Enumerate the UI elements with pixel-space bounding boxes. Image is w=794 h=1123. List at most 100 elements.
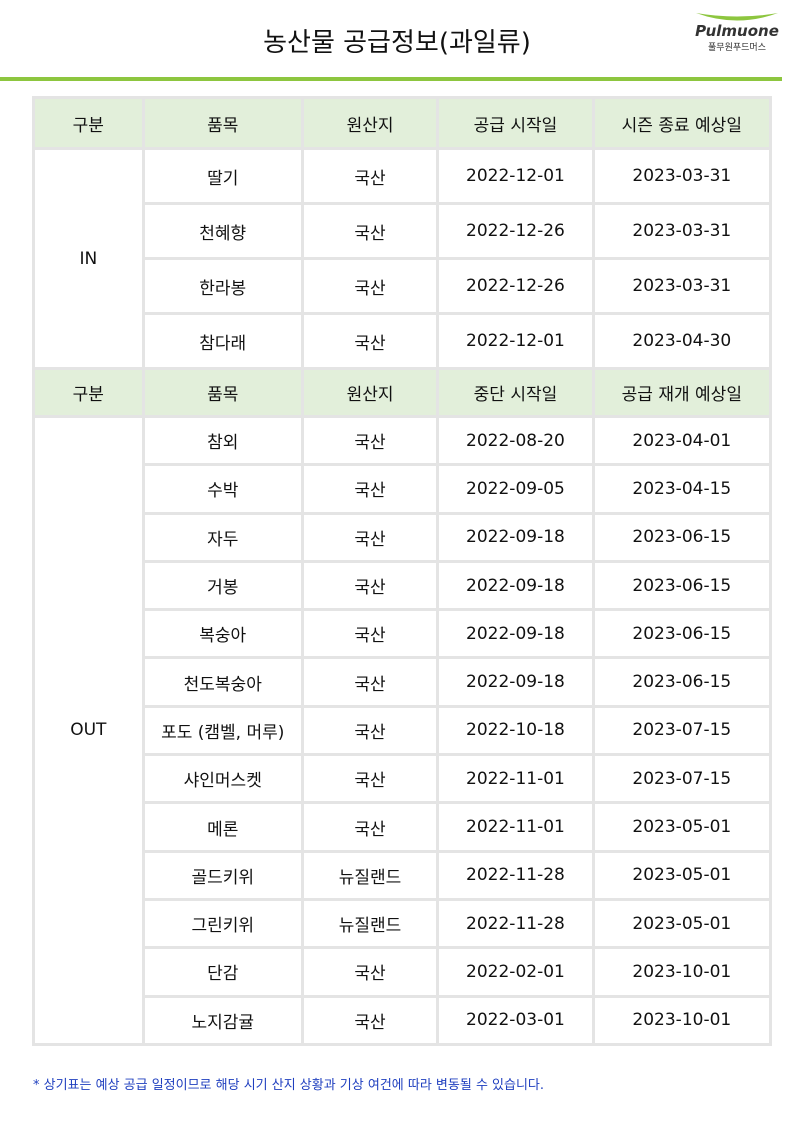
table-row: 참다래 국산 2022-12-01 2023-04-30	[34, 312, 773, 370]
origin-cell: 국산	[300, 147, 440, 205]
column-header: 시즌 종료 예상일	[591, 96, 773, 150]
table-row: 샤인머스켓 국산 2022-11-01 2023-07-15	[34, 753, 773, 805]
item-cell: 노지감귤	[141, 994, 304, 1046]
end-date-cell: 2023-05-01	[591, 897, 773, 950]
start-date-cell: 2022-11-01	[436, 753, 595, 805]
end-date-cell: 2023-03-31	[591, 147, 773, 205]
table-row: 골드키위 뉴질랜드 2022-11-28 2023-05-01	[34, 849, 773, 901]
origin-cell: 국산	[300, 463, 440, 515]
start-date-cell: 2022-09-05	[436, 463, 595, 515]
end-date-cell: 2023-04-01	[591, 414, 773, 467]
item-cell: 참외	[141, 414, 304, 467]
table-row: 거봉 국산 2022-09-18 2023-06-15	[34, 559, 773, 612]
item-cell: 한라봉	[141, 257, 304, 315]
item-cell: 천혜향	[141, 202, 304, 260]
start-date-cell: 2022-11-28	[436, 849, 595, 901]
page-title: 농산물 공급정보(과일류)	[263, 28, 531, 58]
item-cell: 단감	[141, 946, 304, 998]
origin-cell: 국산	[300, 946, 440, 998]
table-row: 노지감귤 국산 2022-03-01 2023-10-01	[34, 994, 773, 1046]
table-row: 천혜향 국산 2022-12-26 2023-03-31	[34, 202, 773, 260]
origin-cell: 국산	[300, 202, 440, 260]
origin-cell: 국산	[300, 994, 440, 1046]
start-date-cell: 2022-03-01	[436, 994, 595, 1046]
table-row: IN 딸기 국산 2022-12-01 2023-03-31	[32, 147, 773, 370]
column-header: 원산지	[300, 96, 440, 150]
start-date-cell: 2022-12-01	[436, 312, 595, 370]
start-date-cell: 2022-12-26	[436, 202, 595, 260]
item-cell: 천도복숭아	[141, 656, 304, 708]
column-header: 공급 시작일	[436, 96, 595, 150]
table-row: 복숭아 국산 2022-09-18 2023-06-15	[34, 608, 773, 660]
origin-cell: 뉴질랜드	[300, 849, 440, 901]
end-date-cell: 2023-03-31	[591, 202, 773, 260]
item-cell: 샤인머스켓	[141, 753, 304, 805]
end-date-cell: 2023-05-01	[591, 849, 773, 901]
table-row: 천도복숭아 국산 2022-09-18 2023-06-15	[34, 656, 773, 708]
item-cell: 복숭아	[141, 608, 304, 660]
end-date-cell: 2023-06-15	[591, 511, 773, 563]
end-date-cell: 2023-07-15	[591, 704, 773, 757]
column-header: 구분	[32, 96, 145, 150]
table-row: 포도 (캠벨, 머루) 국산 2022-10-18 2023-07-15	[34, 704, 773, 757]
start-date-cell: 2022-09-18	[436, 656, 595, 708]
footnote: * 상기표는 예상 공급 일정이므로 해당 시기 산지 상황과 기상 여건에 따…	[33, 1078, 545, 1093]
table-row: OUT 참외 국산 2022-08-20 2023-04-01	[32, 414, 773, 1046]
item-cell: 메론	[141, 801, 304, 853]
logo-arc-icon	[696, 13, 778, 21]
end-date-cell: 2023-04-30	[591, 312, 773, 370]
end-date-cell: 2023-10-01	[591, 946, 773, 998]
table-row: 한라봉 국산 2022-12-26 2023-03-31	[34, 257, 773, 315]
end-date-cell: 2023-07-15	[591, 753, 773, 805]
item-cell: 딸기	[141, 147, 304, 205]
origin-cell: 국산	[300, 608, 440, 660]
pulmuone-logo: Pulmuone 풀무원푸드머스	[692, 10, 782, 53]
origin-cell: 국산	[300, 656, 440, 708]
table-row: 자두 국산 2022-09-18 2023-06-15	[34, 511, 773, 563]
item-cell: 골드키위	[141, 849, 304, 901]
header-row: 구분 품목 원산지 공급 시작일 시즌 종료 예상일	[32, 96, 773, 150]
table-row: 메론 국산 2022-11-01 2023-05-01	[34, 801, 773, 853]
item-cell: 참다래	[141, 312, 304, 370]
end-date-cell: 2023-06-15	[591, 656, 773, 708]
end-date-cell: 2023-04-15	[591, 463, 773, 515]
item-cell: 자두	[141, 511, 304, 563]
origin-cell: 국산	[300, 753, 440, 805]
item-cell: 포도 (캠벨, 머루)	[141, 704, 304, 757]
table-row: 그린키위 뉴질랜드 2022-11-28 2023-05-01	[34, 897, 773, 950]
table-row: 수박 국산 2022-09-05 2023-04-15	[34, 463, 773, 515]
start-date-cell: 2022-02-01	[436, 946, 595, 998]
item-cell: 수박	[141, 463, 304, 515]
header-divider	[0, 77, 782, 81]
origin-cell: 국산	[300, 312, 440, 370]
origin-cell: 국산	[300, 414, 440, 467]
column-header: 공급 재개 예상일	[591, 367, 773, 418]
start-date-cell: 2022-11-28	[436, 897, 595, 950]
start-date-cell: 2022-12-01	[436, 147, 595, 205]
header-row: 구분 품목 원산지 중단 시작일 공급 재개 예상일	[32, 367, 773, 418]
origin-cell: 뉴질랜드	[300, 897, 440, 950]
start-date-cell: 2022-12-26	[436, 257, 595, 315]
start-date-cell: 2022-09-18	[436, 559, 595, 612]
start-date-cell: 2022-08-20	[436, 414, 595, 467]
start-date-cell: 2022-10-18	[436, 704, 595, 757]
table-row: 단감 국산 2022-02-01 2023-10-01	[34, 946, 773, 998]
start-date-cell: 2022-09-18	[436, 511, 595, 563]
end-date-cell: 2023-05-01	[591, 801, 773, 853]
origin-cell: 국산	[300, 559, 440, 612]
origin-cell: 국산	[300, 511, 440, 563]
end-date-cell: 2023-03-31	[591, 257, 773, 315]
supply-table: 구분 품목 원산지 공급 시작일 시즌 종료 예상일 IN 딸기 국산 2022-12-01 20…	[32, 96, 773, 1046]
start-date-cell: 2022-11-01	[436, 801, 595, 853]
column-header: 원산지	[300, 367, 440, 418]
start-date-cell: 2022-09-18	[436, 608, 595, 660]
category-cell: OUT	[32, 415, 145, 1046]
end-date-cell: 2023-06-15	[591, 608, 773, 660]
column-header: 품목	[141, 367, 304, 418]
logo-subtext: 풀무원푸드머스	[708, 43, 766, 53]
column-header: 구분	[32, 367, 145, 418]
item-cell: 그린키위	[141, 897, 304, 950]
origin-cell: 국산	[300, 801, 440, 853]
column-header: 품목	[141, 96, 304, 150]
category-cell: IN	[32, 147, 145, 370]
